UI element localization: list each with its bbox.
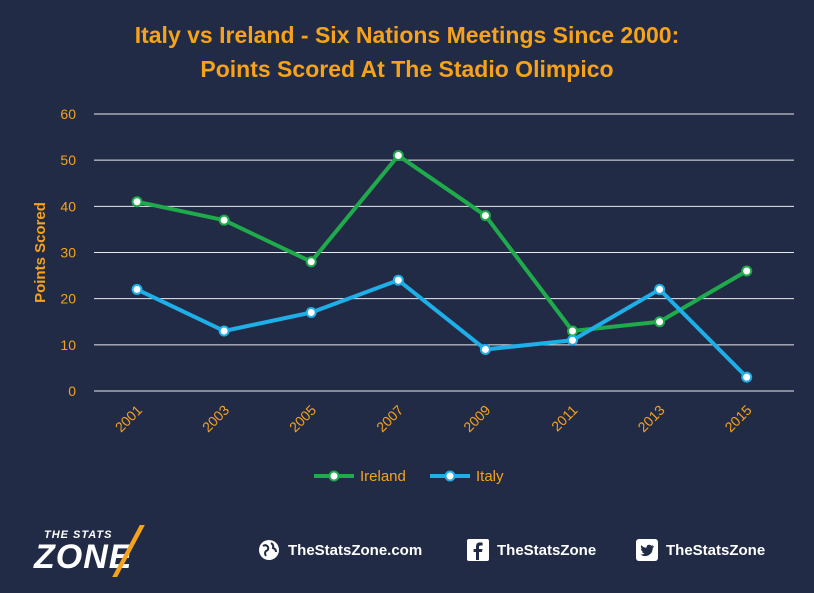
data-point-ireland [392, 150, 404, 162]
data-point-ireland [305, 256, 317, 268]
legend-marker-ireland [328, 470, 340, 482]
data-point-ireland [479, 210, 491, 222]
x-tick-label: 2011 [548, 402, 581, 435]
data-point-ireland [741, 265, 753, 277]
y-tick-label: 30 [60, 245, 76, 261]
series-line-ireland [136, 153, 748, 333]
title-line-1: Italy vs Ireland - Six Nations Meetings … [134, 22, 680, 48]
data-point-italy [654, 283, 666, 295]
y-tick-label: 50 [60, 152, 76, 168]
stats-zone-logo: THE STATS ZONE [30, 523, 180, 583]
chart-title: Italy vs Ireland - Six Nations Meetings … [0, 18, 814, 86]
footer: THE STATS ZONE TheStatsZone.com TheStats… [0, 515, 814, 593]
y-tick-label: 60 [60, 106, 76, 122]
facebook-link[interactable]: TheStatsZone [467, 539, 596, 561]
x-tick-label: 2013 [634, 402, 667, 435]
data-point-italy [131, 283, 143, 295]
legend-label-ireland: Ireland [360, 468, 406, 485]
facebook-text: TheStatsZone [497, 541, 597, 559]
website-link[interactable]: TheStatsZone.com [258, 539, 422, 561]
twitter-link[interactable]: TheStatsZone [636, 539, 765, 561]
data-point-ireland [567, 325, 578, 337]
twitter-icon [636, 539, 658, 561]
x-tick-label: 2009 [460, 402, 493, 435]
x-tick-label: 2005 [286, 402, 319, 435]
legend-marker-italy [444, 470, 456, 482]
y-tick-label: 10 [60, 337, 76, 353]
data-point-italy [479, 343, 491, 355]
title-line-2: Points Scored At The Stadio Olimpico [200, 56, 614, 82]
data-point-ireland [131, 196, 143, 208]
legend-label-italy: Italy [476, 468, 504, 485]
y-tick-label: 40 [60, 198, 76, 214]
facebook-icon [467, 539, 489, 561]
data-point-italy [567, 334, 578, 346]
data-point-italy [741, 371, 753, 383]
data-point-italy [305, 307, 317, 319]
x-tick-label: 2003 [199, 402, 232, 435]
data-point-ireland [218, 214, 230, 226]
data-point-italy [218, 325, 230, 337]
website-text: TheStatsZone.com [288, 541, 423, 559]
y-axis-label: Points Scored [32, 202, 49, 303]
data-point-italy [392, 274, 404, 286]
x-tick-label: 2015 [721, 402, 754, 435]
series-line-italy [136, 278, 749, 379]
x-tick-label: 2001 [112, 402, 145, 435]
twitter-text: TheStatsZone [666, 541, 766, 559]
x-tick-label: 2007 [373, 402, 406, 435]
y-tick-label: 0 [68, 383, 76, 399]
logo-small-text: THE STATS [44, 529, 113, 541]
data-point-ireland [654, 316, 666, 328]
y-tick-label: 20 [60, 291, 76, 307]
globe-icon [259, 540, 279, 560]
line-chart: 0 10 20 30 40 50 60 Points Scored 2001 2003 2005 20… [32, 106, 794, 485]
